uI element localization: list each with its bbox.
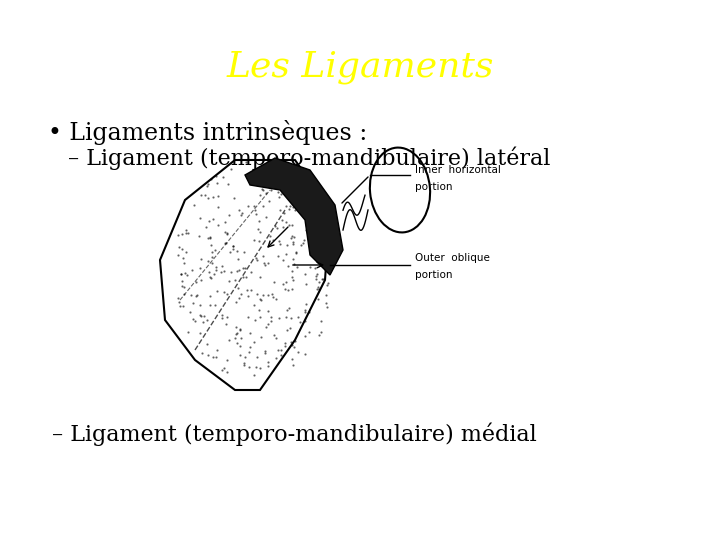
Ellipse shape xyxy=(370,147,430,232)
Text: • Ligaments intrinsèques :: • Ligaments intrinsèques : xyxy=(48,120,367,145)
Text: portion: portion xyxy=(415,182,452,192)
Text: – Ligament (temporo-mandibulaire) médial: – Ligament (temporo-mandibulaire) médial xyxy=(52,422,536,446)
Text: Inner  horizontal: Inner horizontal xyxy=(415,165,501,175)
Text: Outer  oblique: Outer oblique xyxy=(415,253,490,263)
Polygon shape xyxy=(245,158,343,275)
Polygon shape xyxy=(160,160,330,390)
Text: – Ligament (temporo-mandibulaire) latéral: – Ligament (temporo-mandibulaire) latéra… xyxy=(68,147,550,171)
Text: Les Ligaments: Les Ligaments xyxy=(226,50,494,84)
Text: portion: portion xyxy=(415,270,452,280)
